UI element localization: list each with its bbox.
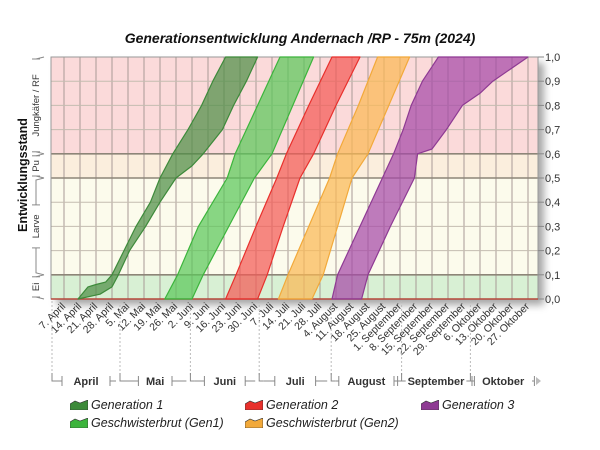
series-generation-1: [77, 56, 259, 300]
series-generation-3: [331, 56, 529, 300]
month-label: August: [347, 376, 385, 388]
legend-label: Geschwisterbrut (Gen2): [266, 416, 399, 430]
bracket-start: [330, 373, 336, 382]
legend-swatch-icon: [245, 400, 263, 410]
chart-title: Generationsentwicklung Andernach /RP - 7…: [124, 30, 476, 46]
series-band: [331, 56, 529, 300]
series-band: [164, 56, 315, 300]
legend-label: Geschwisterbrut (Gen1): [91, 416, 224, 430]
bracket-start: [401, 373, 406, 382]
legend-label: Generation 2: [266, 398, 339, 412]
legend-item-gen1: Generation 1: [70, 398, 163, 412]
y-tick-label: 0,7: [545, 125, 560, 137]
stage-label: Ei: [31, 283, 42, 291]
y-tick-label: 0,1: [545, 270, 560, 282]
month-label: Juli: [286, 376, 305, 388]
month-bracket: April: [51, 301, 116, 388]
stage-label: Pu: [31, 160, 42, 172]
y-tick-label: 0,8: [545, 100, 560, 112]
legend-swatch-icon: [70, 418, 88, 428]
legend-label: Generation 3: [442, 398, 515, 412]
y-tick-label: 0,4: [545, 197, 560, 209]
legend-label: Generation 1: [91, 398, 164, 412]
month-bracket: Juli: [258, 301, 328, 388]
y-tick-label: 0,6: [545, 149, 560, 161]
stage-bracket: Ei: [31, 274, 45, 300]
series-band: [277, 56, 411, 300]
y-tick-label: 0,9: [545, 76, 560, 88]
series-geschwisterbrut-gen1-: [164, 56, 315, 300]
bracket-start: [258, 373, 264, 382]
month-bracket: Juni: [189, 301, 256, 388]
month-label: Juni: [213, 376, 236, 388]
month-label: September: [408, 376, 466, 388]
stage-label: Larve: [31, 215, 42, 239]
legend-item-gen1-sibling: Geschwisterbrut (Gen1): [70, 416, 224, 430]
series-band: [225, 56, 361, 300]
series-geschwisterbrut-gen2-: [277, 56, 411, 300]
legend-item-gen3: Generation 3: [421, 398, 514, 412]
month-bracket: September: [397, 301, 475, 388]
series-band: [77, 56, 259, 300]
legend-swatch-icon: [421, 400, 439, 410]
month-bracket: Mai: [119, 301, 187, 388]
legend-item-gen2: Generation 2: [245, 398, 338, 412]
stage-bracket: Jungkäfer / RF: [31, 56, 45, 155]
legend-item-gen2-sibling: Geschwisterbrut (Gen2): [245, 416, 399, 430]
y-tick-label: 1,0: [545, 52, 560, 64]
series-generation-2: [225, 56, 361, 300]
axis-arrow-icon: [536, 377, 541, 385]
bracket-line: [35, 247, 45, 276]
stage-bracket: Pu: [31, 153, 45, 179]
bracket-start: [189, 373, 195, 382]
stage-bracket: Larve: [31, 177, 45, 276]
legend-swatch-icon: [245, 418, 263, 428]
bracket-start: [119, 373, 124, 382]
month-bracket: August: [330, 301, 398, 388]
month-bracket: Oktober: [469, 301, 535, 388]
y-tick-label: 0,5: [545, 173, 560, 185]
stage-label: Jungkäfer / RF: [31, 74, 42, 136]
legend-swatch-icon: [70, 400, 88, 410]
y-tick-label: 0,2: [545, 246, 560, 258]
bracket-start: [51, 373, 56, 382]
y-tick-label: 0,0: [545, 294, 560, 306]
month-label: Oktober: [482, 376, 525, 388]
month-label: April: [73, 376, 98, 388]
y-tick-label: 0,3: [545, 221, 560, 233]
bracket-line: [35, 177, 45, 205]
month-label: Mai: [146, 376, 164, 388]
